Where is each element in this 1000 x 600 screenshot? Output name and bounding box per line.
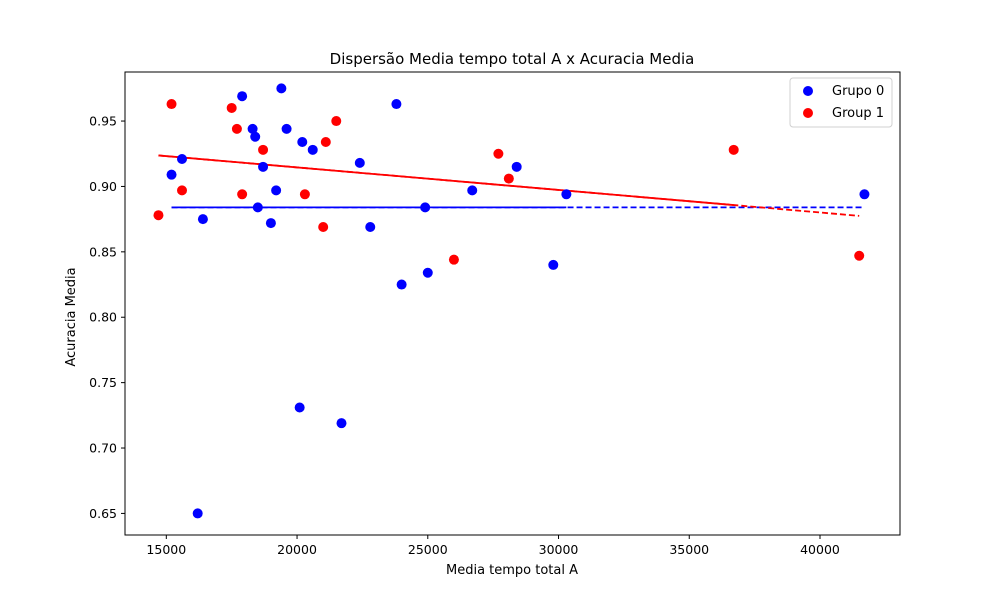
x-tick-label: 35000 (669, 542, 709, 557)
x-tick-label: 25000 (408, 542, 448, 557)
x-tick-label: 20000 (277, 542, 317, 557)
y-tick-label: 0.90 (89, 179, 117, 194)
legend: Grupo 0 Group 1 (789, 77, 893, 128)
data-point-series-0 (297, 136, 308, 147)
plot-area (124, 71, 901, 536)
legend-label-group-1: Group 1 (832, 106, 884, 121)
data-point-series-0 (511, 161, 522, 172)
data-point-series-0 (422, 267, 433, 278)
y-tick-label: 0.75 (89, 375, 117, 390)
data-point-series-0 (548, 259, 559, 270)
x-axis-label: Media tempo total A (446, 563, 578, 578)
plot-frame (124, 71, 901, 536)
data-point-series-1 (299, 189, 310, 200)
trend-lines (158, 154, 865, 217)
y-tick-label: 0.70 (89, 441, 117, 456)
data-point-series-1 (448, 254, 459, 265)
data-point-series-0 (271, 185, 282, 196)
legend-marker-grupo-0 (803, 86, 813, 96)
y-tick-label: 0.65 (89, 506, 117, 521)
data-point-series-0 (307, 144, 318, 155)
data-point-series-1 (231, 123, 242, 134)
data-point-series-1 (728, 144, 739, 155)
data-point-series-0 (396, 279, 407, 290)
data-point-series-0 (294, 402, 305, 413)
data-point-series-0 (265, 218, 276, 229)
y-tick-label: 0.95 (89, 114, 117, 129)
y-tick-label: 0.85 (89, 244, 117, 259)
data-point-series-0 (250, 131, 261, 142)
data-point-series-1 (237, 189, 248, 200)
x-axis: 15000 20000 25000 30000 35000 40000 (146, 535, 840, 557)
legend-label-grupo-0: Grupo 0 (832, 84, 884, 99)
data-point-series-0 (365, 221, 376, 232)
data-point-series-1 (258, 144, 269, 155)
y-axis: 0.65 0.70 0.75 0.80 0.85 0.90 0.95 (89, 114, 125, 521)
data-point-series-0 (276, 83, 287, 94)
trend-line-solid-series-1 (158, 154, 734, 206)
x-tick-label: 15000 (146, 542, 186, 557)
legend-box (789, 77, 893, 128)
data-point-series-0 (561, 189, 572, 200)
data-point-series-0 (391, 99, 402, 110)
data-point-series-0 (192, 508, 203, 519)
data-point-series-1 (331, 116, 342, 127)
data-point-series-0 (166, 169, 177, 180)
data-point-series-1 (854, 250, 865, 261)
data-point-series-0 (354, 157, 365, 168)
chart-title: Dispersão Media tempo total A x Acuracia… (330, 50, 695, 68)
data-point-series-1 (503, 173, 514, 184)
x-tick-label: 30000 (539, 542, 579, 557)
x-tick-label: 40000 (800, 542, 840, 557)
data-point-series-0 (859, 189, 870, 200)
data-point-series-0 (247, 123, 258, 134)
data-point-series-0 (467, 185, 478, 196)
data-point-series-0 (336, 418, 347, 429)
data-point-series-0 (237, 91, 248, 102)
data-point-series-1 (177, 185, 188, 196)
data-point-series-1 (320, 136, 331, 147)
data-point-series-0 (281, 123, 292, 134)
data-points (153, 83, 870, 519)
y-tick-label: 0.80 (89, 310, 117, 325)
data-point-series-0 (420, 202, 431, 213)
data-point-series-0 (197, 214, 208, 225)
data-point-series-1 (318, 221, 329, 232)
legend-marker-group-1 (803, 108, 813, 118)
data-point-series-0 (258, 161, 269, 172)
data-point-series-1 (166, 99, 177, 110)
data-point-series-0 (177, 153, 188, 164)
data-point-series-1 (493, 148, 504, 159)
data-point-series-1 (226, 102, 237, 113)
data-point-series-0 (252, 202, 263, 213)
y-axis-label: Acuracia Media (64, 267, 79, 366)
data-point-series-1 (153, 210, 164, 221)
